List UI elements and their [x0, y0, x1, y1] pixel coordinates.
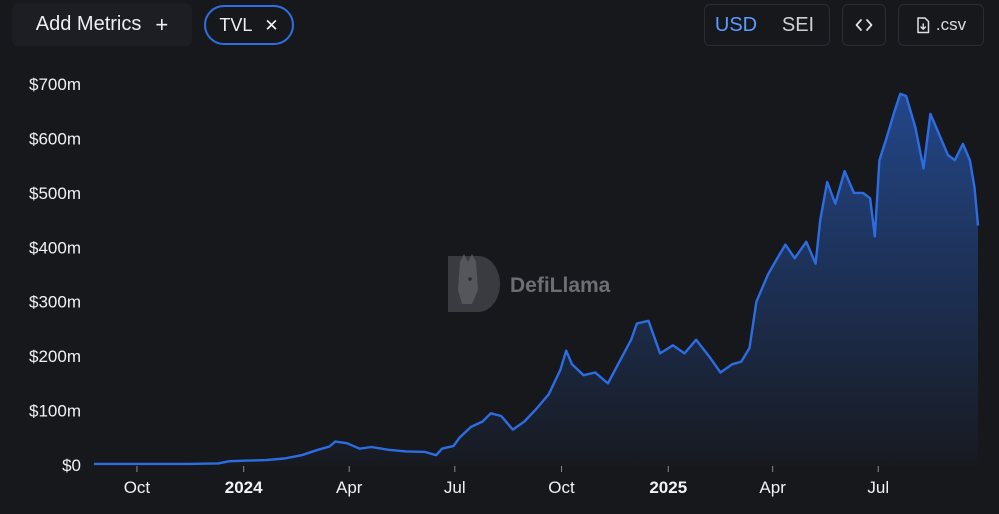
- csv-label: .csv: [935, 15, 967, 34]
- tvl-line: [94, 92, 980, 466]
- y-tick-label: $200m: [29, 347, 81, 366]
- watermark-text: DefiLlama: [510, 274, 611, 297]
- tvl-chip-label: TVL: [219, 14, 253, 35]
- llama-logo-icon: [448, 254, 500, 312]
- x-tick-label: Apr: [336, 478, 363, 497]
- download-csv-button[interactable]: .csv: [898, 4, 984, 46]
- y-tick-label: $0: [62, 456, 81, 475]
- code-brackets-icon: [855, 19, 873, 31]
- y-tick-label: $100m: [29, 402, 81, 421]
- embed-button[interactable]: [842, 4, 886, 46]
- currency-option-usd[interactable]: USD: [714, 13, 758, 36]
- close-icon[interactable]: ✕: [264, 15, 279, 35]
- y-tick-label: $600m: [29, 129, 81, 148]
- x-tick-label: Jul: [444, 478, 466, 497]
- add-metrics-button[interactable]: Add Metrics +: [12, 3, 192, 46]
- x-tick-label: 2024: [225, 478, 263, 497]
- tvl-area-fill: [94, 93, 978, 466]
- x-tick-label: Jul: [867, 478, 889, 497]
- x-tick-label: Oct: [124, 478, 151, 497]
- y-tick-label: $700m: [29, 75, 81, 94]
- y-tick-label: $500m: [29, 184, 81, 203]
- x-tick-label: 2025: [649, 478, 687, 497]
- x-axis: Oct 2024 Apr Jul Oct 2025 Apr Jul: [124, 466, 889, 497]
- defillama-watermark: DefiLlama: [448, 254, 611, 312]
- x-tick-label: Apr: [759, 478, 786, 497]
- currency-option-sei[interactable]: SEI: [781, 13, 815, 36]
- add-metrics-label: Add Metrics: [35, 13, 142, 35]
- download-file-icon: [917, 16, 930, 33]
- x-tick-label: Oct: [548, 478, 575, 497]
- currency-toggle[interactable]: USD SEI: [704, 4, 830, 46]
- tvl-metric-chip[interactable]: TVL ✕: [204, 5, 294, 45]
- plus-icon: +: [155, 11, 169, 37]
- y-tick-label: $400m: [29, 238, 81, 257]
- y-tick-label: $300m: [29, 293, 81, 312]
- y-axis: $0 $100m $200m $300m $400m $500m $600m $700m: [29, 75, 81, 475]
